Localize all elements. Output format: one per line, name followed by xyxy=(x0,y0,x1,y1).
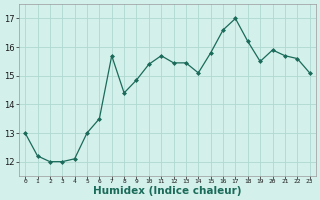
X-axis label: Humidex (Indice chaleur): Humidex (Indice chaleur) xyxy=(93,186,242,196)
